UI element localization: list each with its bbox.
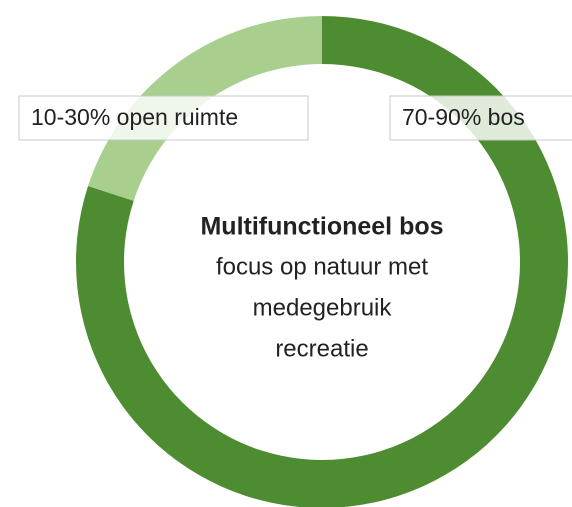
label-box — [18, 95, 309, 141]
category-label: 70-90% bos — [402, 104, 525, 130]
category-label: 10-30% open ruimte — [31, 104, 238, 130]
center-text: recreatie — [275, 335, 368, 362]
center-title: Multifunctioneel bos — [200, 213, 443, 241]
center-text: focus op natuur met — [216, 253, 428, 280]
donut-slice — [88, 16, 322, 201]
donut — [76, 16, 568, 507]
label-box — [389, 95, 572, 141]
center-text: medegebruik — [253, 294, 393, 321]
